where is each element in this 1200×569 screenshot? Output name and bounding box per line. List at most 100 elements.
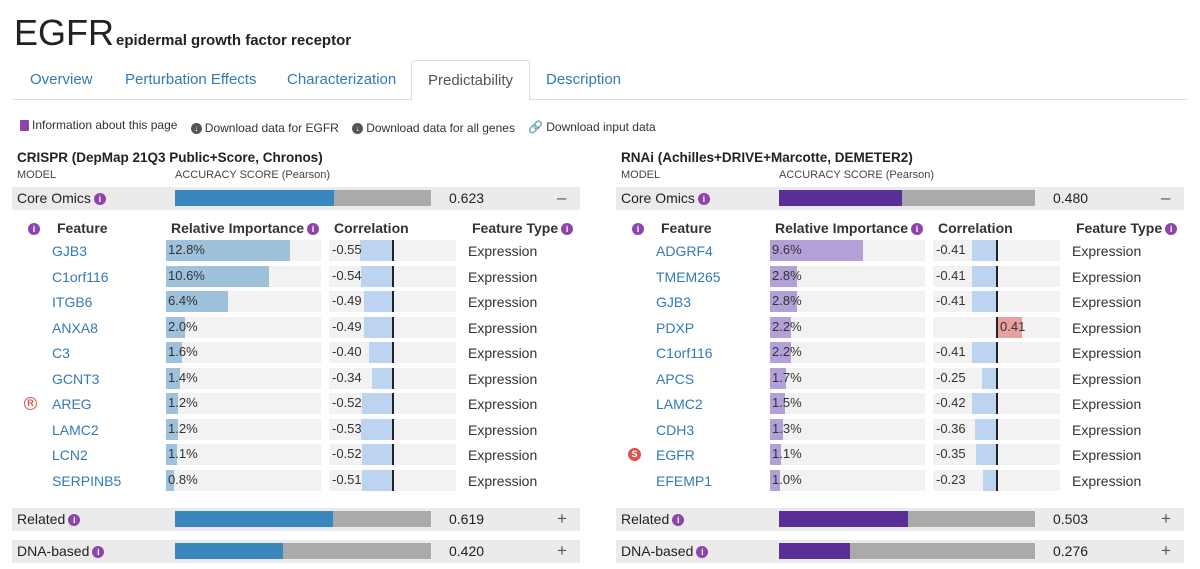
dna-label-text: DNA-based [621, 543, 694, 559]
feature-name-link[interactable]: EGFR [656, 447, 695, 463]
tab-characterization[interactable]: Characterization [287, 71, 397, 88]
feature-name-link[interactable]: EFEMP1 [656, 472, 713, 489]
importance-bar: 0.8% [166, 469, 321, 491]
importance-bar-fill [166, 240, 290, 261]
feature-name-link[interactable]: CDH3 [656, 421, 695, 438]
core-toggle[interactable]: – [557, 188, 567, 207]
info-icon[interactable]: i [92, 546, 105, 559]
features-info-icon[interactable]: i [28, 220, 40, 236]
feature-name-link[interactable]: APCS [656, 370, 695, 387]
related-row[interactable]: Related i 0.503 + [616, 508, 1184, 531]
correlation-zero-line [996, 342, 998, 363]
feature-row: LCN2 1.1% -0.52 Expression [12, 443, 580, 468]
feature-row: GJB3 12.8% -0.55 Expression [12, 239, 580, 264]
importance-bar-fill [770, 444, 781, 465]
correlation-zero-line [996, 316, 998, 338]
correlation-bar-fill [361, 418, 392, 440]
feature-name-link[interactable]: ADGRF4 [656, 243, 713, 259]
panel-title: RNAi (Achilles+DRIVE+Marcotte, DEMETER2) [621, 150, 913, 165]
importance-bar: 1.3% [770, 418, 925, 440]
related-label-text: Related [621, 511, 670, 527]
related-toggle[interactable]: + [1161, 509, 1171, 528]
dna-toggle[interactable]: + [1161, 541, 1171, 560]
correlation-value: -0.52 [332, 446, 362, 461]
tab-perturbation-effects[interactable]: Perturbation Effects [125, 71, 257, 88]
feature-name-link[interactable]: LCN2 [52, 447, 88, 463]
download-all-link[interactable]: ↓ Download data for all genes [352, 121, 515, 135]
info-icon[interactable]: i [697, 193, 710, 206]
importance-bar: 1.2% [166, 393, 321, 414]
info-icon[interactable]: i [1165, 223, 1178, 236]
feature-row: GJB3 2.8% -0.41 Expression [616, 290, 1184, 315]
correlation-bar: -0.49 [329, 291, 456, 312]
correlation-bar: -0.41 [933, 291, 1060, 312]
feature-name-link[interactable]: PDXP [656, 319, 695, 336]
feature-name-link[interactable]: LAMC2 [52, 421, 99, 438]
correlation-zero-line [996, 367, 998, 389]
importance-bar-fill [166, 418, 178, 440]
related-toggle[interactable]: + [557, 509, 567, 528]
correlation-bar-fill [362, 469, 392, 491]
correlation-value: -0.52 [332, 395, 362, 410]
feature-name-link[interactable]: GJB3 [656, 294, 692, 310]
dna-toggle[interactable]: + [557, 541, 567, 560]
core-toggle[interactable]: – [1161, 188, 1171, 207]
info-icon[interactable]: i [672, 514, 685, 527]
accuracy-score: 0.623 [449, 190, 485, 206]
feature-name-link[interactable]: GCNT3 [52, 370, 100, 387]
feature-name-link[interactable]: C1orf116 [52, 268, 109, 285]
dna-label: DNA-based i [17, 543, 105, 559]
info-icon[interactable]: i [696, 546, 709, 559]
related-row[interactable]: Related i 0.619 + [12, 508, 580, 531]
info-icon[interactable]: i [93, 193, 106, 206]
feature-name-link[interactable]: ITGB6 [52, 294, 93, 310]
importance-bar-fill [166, 342, 182, 363]
tab-predictability[interactable]: Predictability [411, 60, 531, 101]
core-row[interactable]: Core Omics i 0.480 – [616, 187, 1184, 210]
correlation-zero-line [392, 291, 394, 312]
core-label: Core Omics i [17, 190, 106, 206]
correlation-zero-line [996, 265, 998, 287]
download-input-link[interactable]: 🔗 Download input data [528, 120, 655, 134]
download-gene-link[interactable]: ↓ Download data for EGFR [190, 121, 339, 135]
tab-description[interactable]: Description [546, 71, 622, 88]
importance-bar: 2.8% [770, 265, 925, 287]
info-icon[interactable]: i [561, 223, 574, 236]
feature-name-link[interactable]: C3 [52, 345, 70, 361]
feature-name-link[interactable]: SERPINB5 [52, 472, 122, 489]
related-badge-icon: R [24, 397, 37, 410]
correlation-value: 0.41 [1000, 318, 1026, 334]
feature-name-link[interactable]: ANXA8 [52, 319, 98, 336]
feature-row: ADGRF4 9.6% -0.41 Expression [616, 239, 1184, 264]
correlation-bar: -0.25 [933, 367, 1060, 389]
feature-header: Feature [661, 220, 712, 236]
feature-name-link[interactable]: C1orf116 [656, 345, 713, 361]
dna-row[interactable]: DNA-based i 0.276 + [616, 540, 1184, 563]
dna-row[interactable]: DNA-based i 0.420 + [12, 540, 580, 563]
feature-type: Expression [1072, 268, 1142, 285]
importance-bar: 1.2% [166, 418, 321, 440]
feature-name-link[interactable]: TMEM265 [656, 268, 721, 285]
correlation-value: -0.41 [936, 293, 966, 308]
info-icon[interactable]: i [911, 223, 924, 236]
info-icon[interactable]: i [68, 514, 81, 527]
importance-value: 1.2% [168, 395, 198, 410]
feature-row: LAMC2 1.5% -0.42 Expression [616, 392, 1184, 417]
correlation-zero-line [996, 240, 998, 261]
correlation-bar: -0.53 [329, 418, 456, 440]
features-info-icon[interactable]: i [632, 220, 644, 236]
feature-name-link[interactable]: AREG [52, 396, 92, 412]
core-row[interactable]: Core Omics i 0.623 – [12, 187, 580, 210]
tab-overview[interactable]: Overview [30, 71, 93, 88]
download-input-label: Download input data [546, 119, 656, 134]
feature-type: Expression [1072, 472, 1142, 489]
correlation-value: -0.25 [936, 369, 966, 385]
correlation-bar-fill [972, 265, 996, 287]
feature-name-link[interactable]: LAMC2 [656, 396, 703, 412]
feature-name-link[interactable]: GJB3 [52, 243, 88, 259]
correlation-bar: -0.40 [329, 342, 456, 363]
info-link[interactable]: Information about this page [20, 118, 177, 132]
info-icon[interactable]: i [307, 223, 320, 236]
correlation-bar: -0.41 [933, 265, 1060, 287]
importance-bar-fill [166, 316, 186, 338]
